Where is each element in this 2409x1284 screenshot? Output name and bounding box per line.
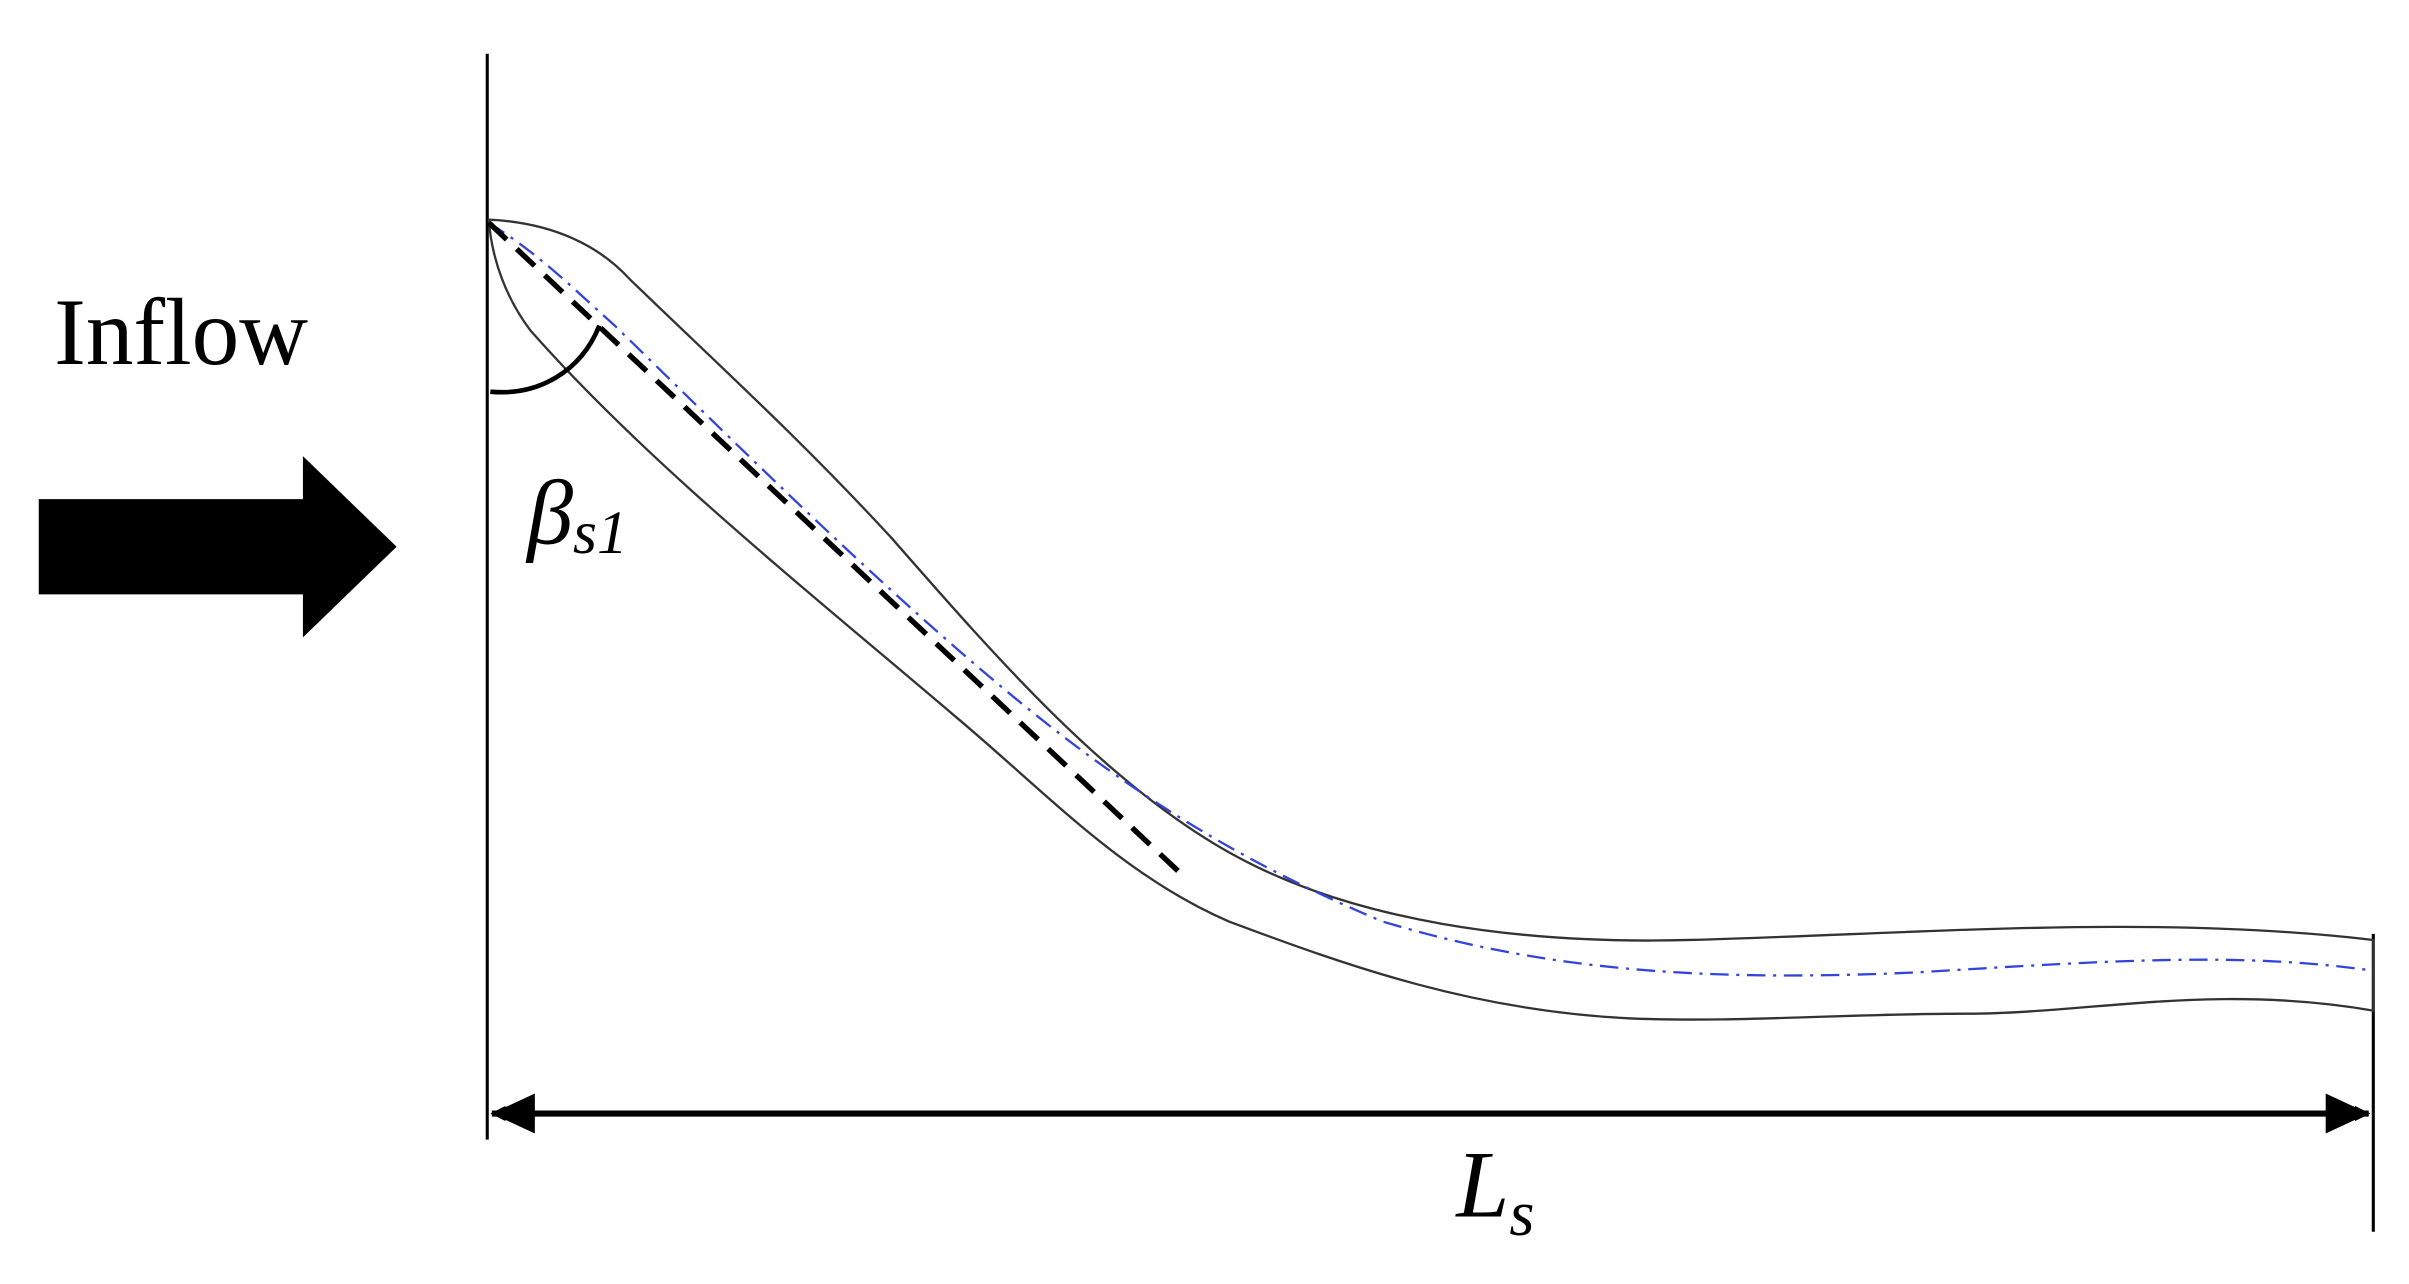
- blade-outline: [487, 218, 2375, 1021]
- beta-label: βs1: [525, 462, 628, 567]
- camber-line: [488, 221, 2374, 977]
- inflow-arrow: [38, 456, 397, 638]
- length-subscript: s: [1509, 1178, 1534, 1249]
- inlet-direction: [486, 220, 1188, 881]
- beta-subscript: s1: [573, 499, 628, 567]
- length-symbol: L: [1454, 1131, 1509, 1237]
- angle-arc: [490, 324, 602, 395]
- inflow-label: Inflow: [54, 279, 308, 385]
- beta-symbol: β: [525, 462, 573, 564]
- length-label: Ls: [1454, 1131, 1534, 1248]
